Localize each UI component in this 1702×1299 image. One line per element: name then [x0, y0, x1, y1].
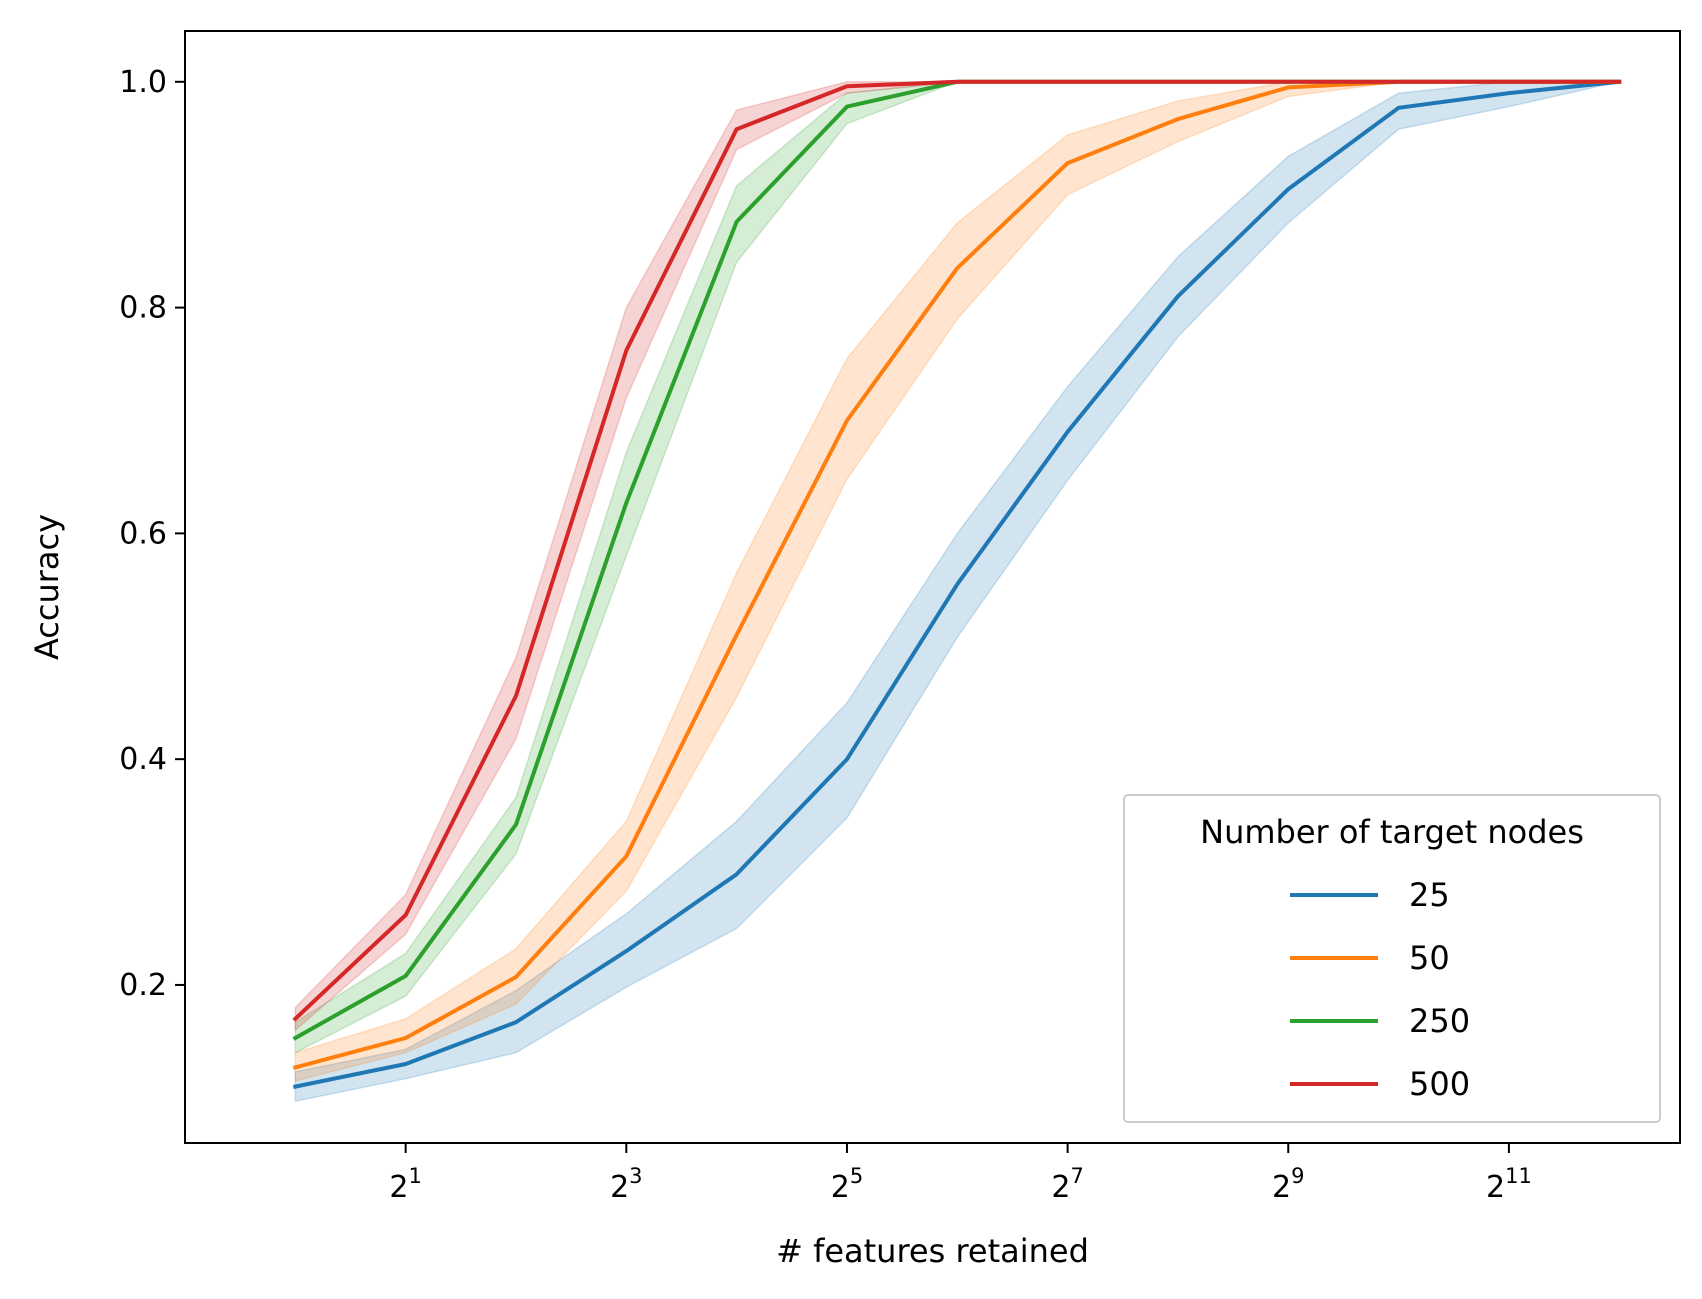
legend: Number of target nodes 25 50 250 500 [1123, 794, 1661, 1123]
x-tick-label-exponent: 1 [409, 1164, 422, 1188]
x-tick-label-exponent: 3 [629, 1164, 642, 1188]
y-tick-label: 0.8 [119, 291, 167, 326]
x-tick-label: 25 [831, 1164, 863, 1205]
series-lines [292, 79, 1622, 1089]
x-tick-label-exponent: 9 [1291, 1164, 1304, 1188]
x-tick-label-exponent: 7 [1070, 1164, 1083, 1188]
x-tick-label-base: 2 [1051, 1170, 1070, 1205]
legend-label-500: 500 [1409, 1065, 1470, 1103]
x-tick-label-base: 2 [1272, 1170, 1291, 1205]
x-tick-label-base: 2 [610, 1170, 629, 1205]
legend-box [1123, 794, 1661, 1123]
series-line-25 [292, 79, 1622, 1089]
legend-label-250: 250 [1409, 1002, 1470, 1040]
x-tick-label: 27 [1051, 1164, 1083, 1205]
legend-label-50: 50 [1409, 939, 1450, 977]
x-tick-label: 21 [389, 1164, 421, 1205]
series-line-500 [292, 79, 1622, 1022]
x-axis-label: # features retained [776, 1232, 1089, 1270]
x-tick-label-base: 2 [1486, 1170, 1505, 1205]
y-tick-label: 0.2 [119, 968, 167, 1003]
y-axis-label: Accuracy [28, 514, 66, 660]
legend-items: 25 50 250 500 [1290, 876, 1470, 1103]
x-tick-label-exponent: 5 [850, 1164, 863, 1188]
x-tick-label: 211 [1486, 1164, 1532, 1205]
x-tick-label: 23 [610, 1164, 642, 1205]
y-axis-ticks: 0.2 0.4 0.6 0.8 1.0 [119, 65, 185, 1003]
y-tick-label: 1.0 [119, 65, 167, 100]
y-tick-label: 0.4 [119, 742, 167, 777]
x-tick-label-base: 2 [389, 1170, 408, 1205]
axes-frame [184, 30, 1681, 1144]
x-tick-label-base: 2 [831, 1170, 850, 1205]
legend-title: Number of target nodes [1200, 813, 1584, 851]
legend-label-25: 25 [1409, 876, 1450, 914]
y-tick-label: 0.6 [119, 516, 167, 551]
x-tick-label: 29 [1272, 1164, 1304, 1205]
x-axis-ticks: 21 23 25 27 29 211 [389, 1143, 1532, 1205]
x-tick-label-exponent: 11 [1505, 1164, 1532, 1188]
confidence-band-25 [294, 81, 1620, 1103]
